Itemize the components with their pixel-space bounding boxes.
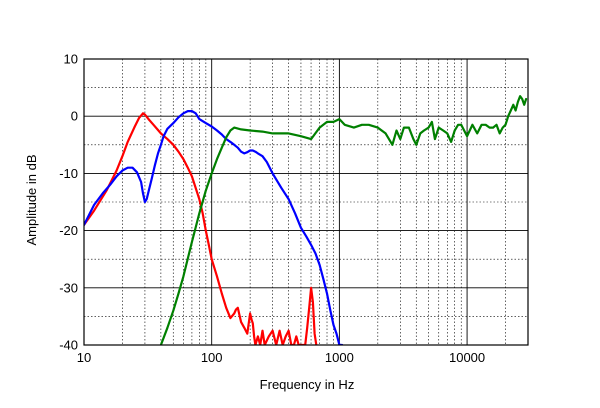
y-tick-label: -30 <box>59 280 78 295</box>
green-response-curve <box>159 95 528 345</box>
x-tick-label: 1000 <box>325 350 354 365</box>
y-axis-title: Amplitude in dB <box>24 154 39 245</box>
y-tick-label: -20 <box>59 223 78 238</box>
grid <box>84 59 528 345</box>
x-tick-label: 10000 <box>449 350 485 365</box>
blue-response-curve <box>84 109 344 345</box>
y-tick-label: -10 <box>59 166 78 181</box>
plot-frame <box>83 58 529 346</box>
y-tick-label: 10 <box>64 52 78 67</box>
y-tick-label: 0 <box>71 109 78 124</box>
red-response-curve <box>84 112 318 345</box>
x-axis-title: Frequency in Hz <box>260 377 355 392</box>
x-tick-label: 100 <box>201 350 223 365</box>
y-tick-label: -40 <box>59 338 78 353</box>
x-tick-label: 10 <box>77 350 91 365</box>
plot-series <box>84 95 528 345</box>
